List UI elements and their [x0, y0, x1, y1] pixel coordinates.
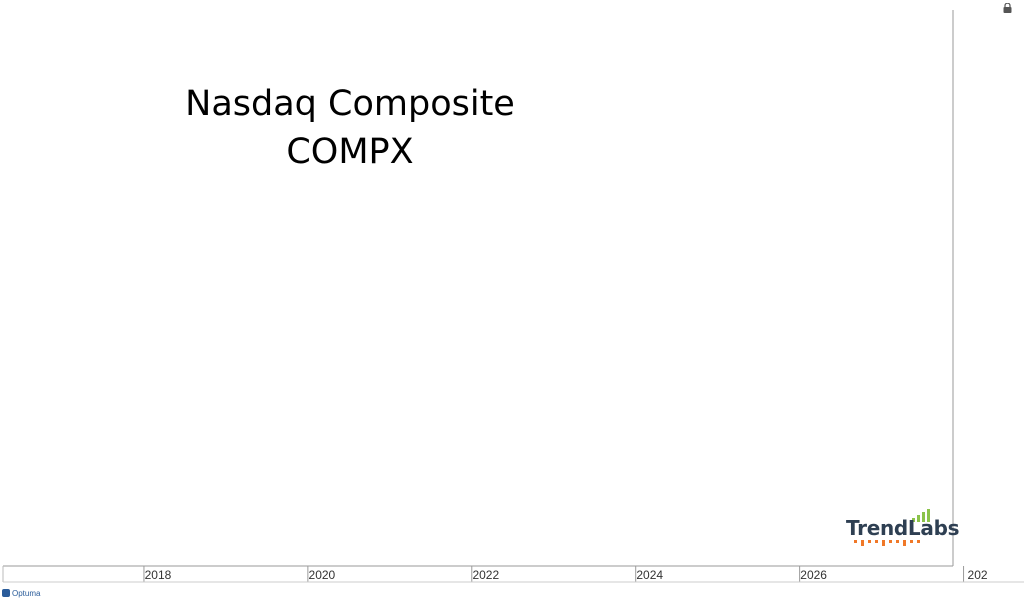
logo-dot — [910, 540, 913, 543]
logo-dot — [875, 540, 878, 543]
x-tick-label: 2020 — [309, 568, 336, 582]
optuma-logo-icon — [2, 589, 10, 597]
logo-dot — [854, 540, 857, 543]
trendlabs-logo: TrendLabs — [846, 508, 960, 552]
logo-bar — [912, 518, 915, 522]
logo-bars-icon — [854, 509, 930, 546]
x-tick-label: 2022 — [472, 568, 499, 582]
logo-bar — [917, 515, 920, 522]
x-tick-label: 2026 — [800, 568, 827, 582]
logo-bar — [922, 512, 925, 522]
logo-wordmark: TrendLabs — [846, 516, 960, 540]
x-tick-label: 202 — [968, 568, 988, 582]
x-tick-label: 2018 — [145, 568, 172, 582]
logo-dot — [917, 540, 920, 543]
axes-layer: 6000.006300.006600.007000.007400.008000.… — [2, 10, 1024, 583]
optuma-brand: Optuma — [2, 589, 40, 598]
logo-dot — [882, 540, 885, 546]
chart-subtitle: COMPX — [286, 132, 414, 172]
logo-dot — [889, 540, 892, 543]
lock-icon[interactable] — [1003, 3, 1012, 13]
optuma-label: Optuma — [12, 589, 41, 598]
logo-dot — [868, 540, 871, 543]
chart-title: Nasdaq Composite — [185, 84, 515, 124]
logo-bar — [927, 509, 930, 522]
logo-dot — [896, 540, 899, 543]
logo-dot — [861, 540, 864, 546]
x-tick-label: 2024 — [636, 568, 663, 582]
logo-dot — [903, 540, 906, 546]
